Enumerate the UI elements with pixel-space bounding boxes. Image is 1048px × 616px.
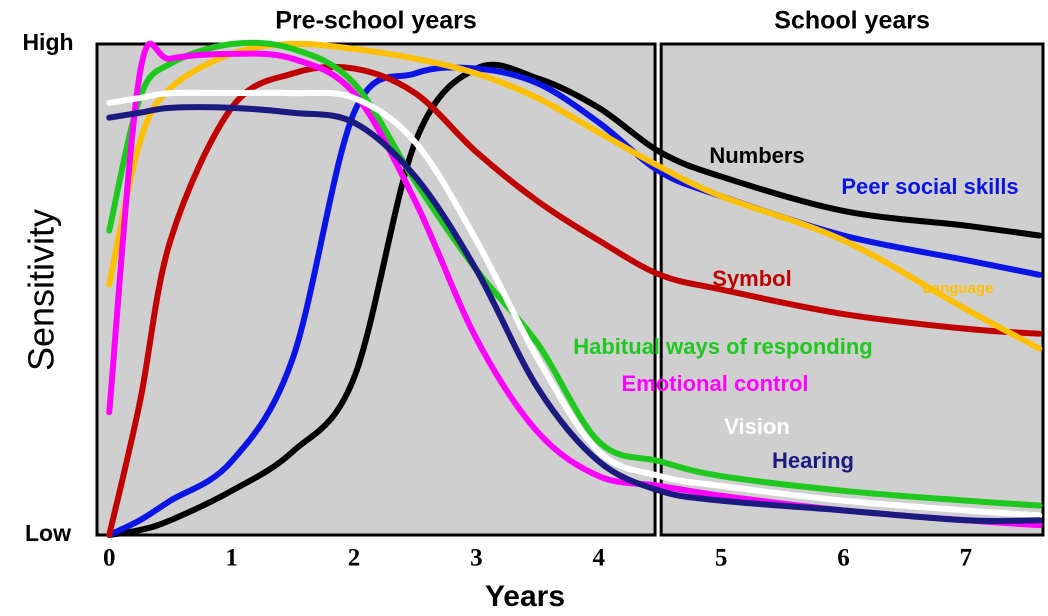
series-label: Symbol <box>712 266 791 291</box>
y-tick-label: High <box>22 29 73 55</box>
series-label: Emotional control <box>622 371 809 396</box>
x-tick-label: 1 <box>225 545 238 572</box>
x-axis-label: Years <box>485 580 565 613</box>
series-label: Numbers <box>709 143 804 168</box>
x-tick-label: 0 <box>103 545 116 572</box>
series-line <box>106 89 1043 519</box>
x-tick-label: 4 <box>593 545 606 572</box>
x-tick-label: 7 <box>960 545 973 572</box>
region-label: School years <box>774 7 930 35</box>
y-tick-label: Low <box>25 520 71 546</box>
series-label: Peer social skills <box>841 174 1018 199</box>
series-label: Habitual ways of responding <box>573 334 872 359</box>
region-label: Pre-school years <box>275 7 477 35</box>
x-tick-label: 3 <box>470 545 483 572</box>
x-tick-label: 6 <box>837 545 850 572</box>
series-label: Hearing <box>772 448 854 473</box>
series-line <box>106 40 1043 352</box>
y-axis-label: Sensitivity <box>21 209 62 371</box>
x-tick-label: 2 <box>348 545 361 572</box>
x-tick-label: 5 <box>715 545 728 572</box>
series-label: Vision <box>724 414 790 439</box>
series-label: Language <box>923 280 994 297</box>
series-line <box>106 63 1043 538</box>
series-line <box>106 104 1043 524</box>
